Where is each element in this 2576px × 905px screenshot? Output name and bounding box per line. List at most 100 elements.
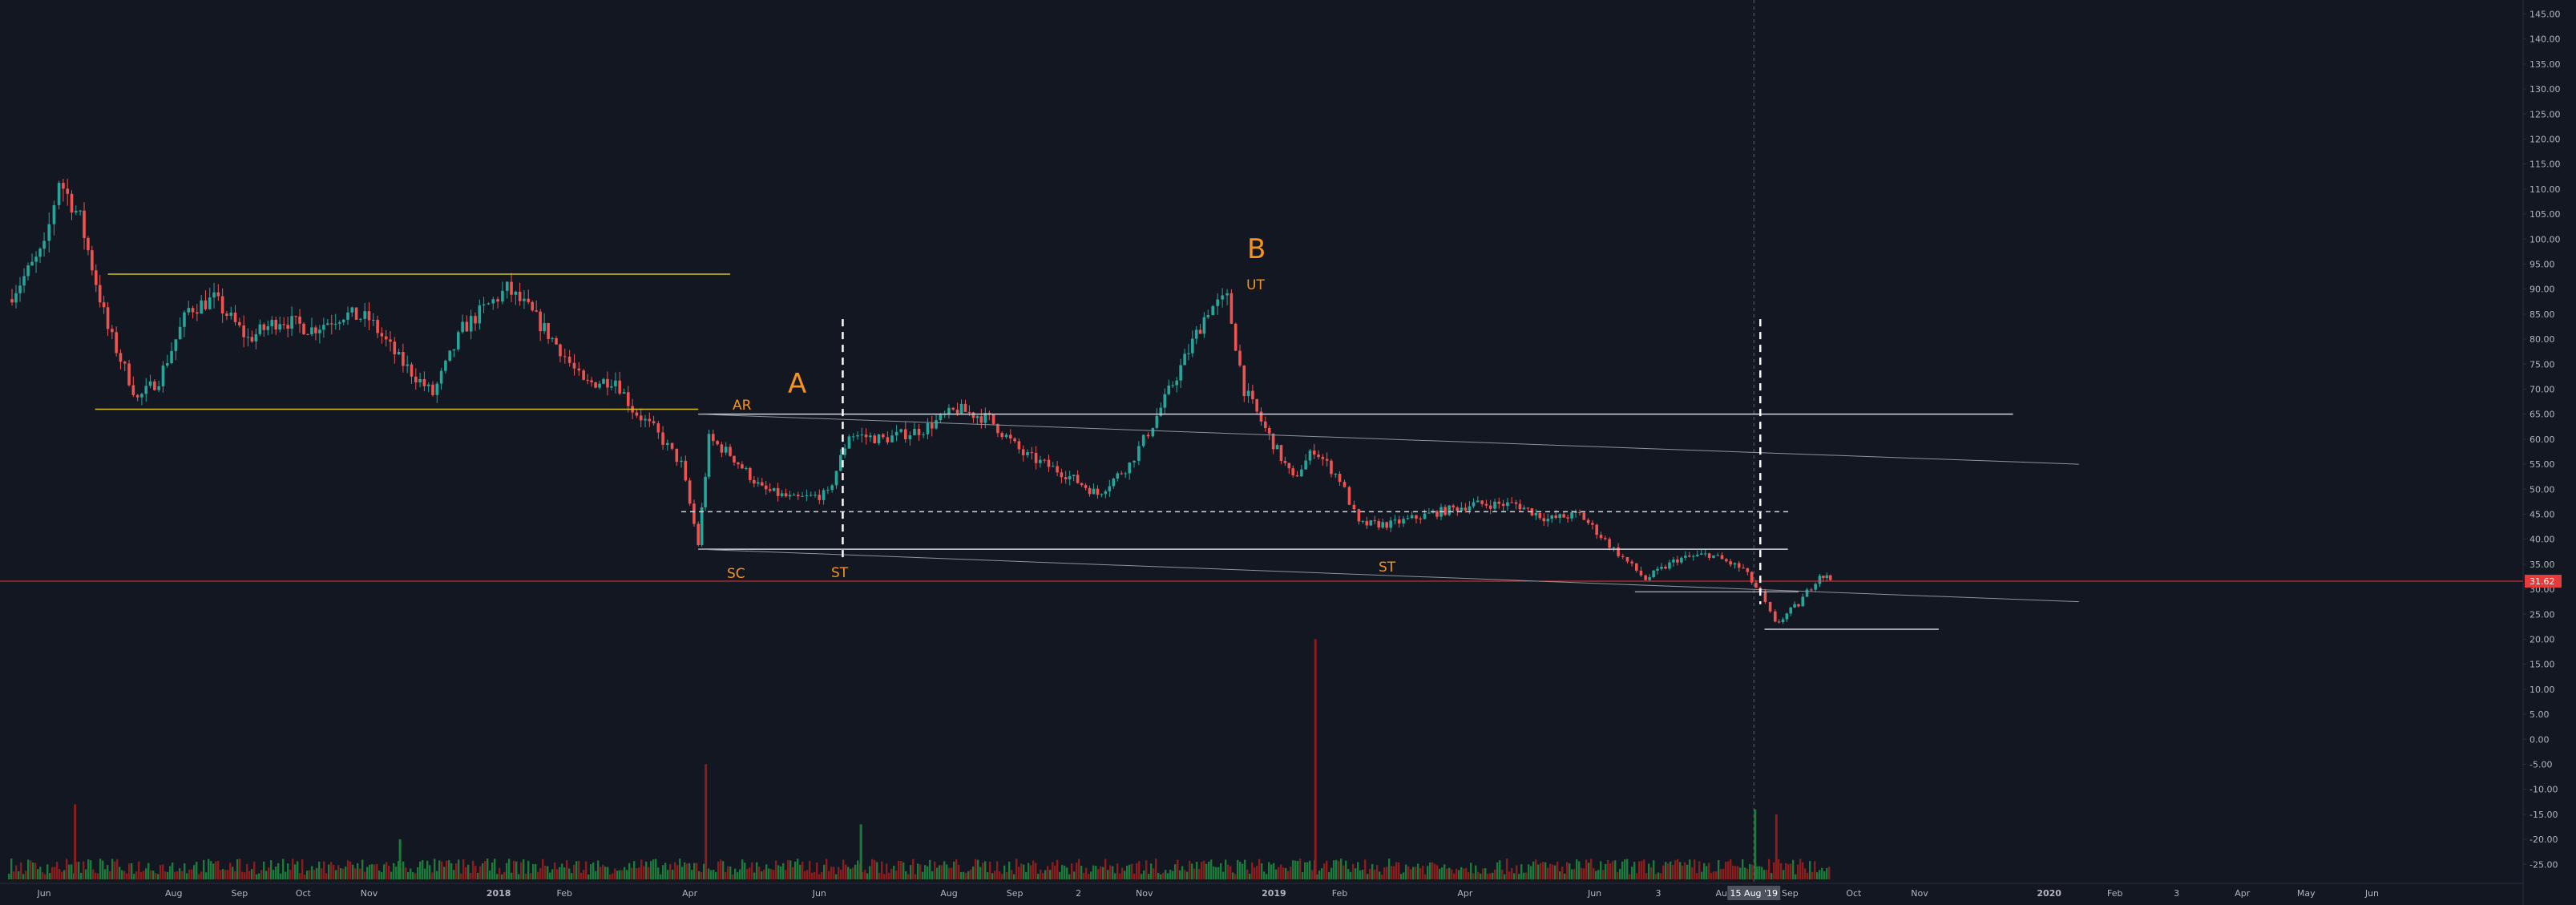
price-axis[interactable]: 145.00 140.00 135.00 130.00 125.00 120.00 115.… xyxy=(2523,9,2561,870)
candle-body xyxy=(834,471,838,486)
volume-bar xyxy=(1198,869,1201,879)
volume-bar xyxy=(556,869,559,879)
volume-bar xyxy=(1494,869,1496,879)
volume-bar xyxy=(792,867,794,879)
candle-body xyxy=(745,467,748,469)
candle-body xyxy=(1034,452,1038,463)
volume-bar xyxy=(999,871,1001,879)
volume-bar xyxy=(8,874,10,879)
volume-bar xyxy=(95,872,97,879)
candle-body xyxy=(1480,500,1484,504)
volume-bar xyxy=(1261,863,1263,879)
volume-bar xyxy=(1323,863,1326,879)
volume-bar xyxy=(780,866,782,879)
volume-bar xyxy=(1443,864,1446,879)
volume-bar xyxy=(258,873,260,879)
volume-bar xyxy=(1386,867,1388,879)
volume-bar xyxy=(607,867,609,879)
volume-bar xyxy=(1554,865,1557,879)
volume-bar xyxy=(44,874,46,879)
volume-bar xyxy=(292,859,294,879)
candle-body xyxy=(1591,523,1594,525)
volume-bar xyxy=(361,859,364,879)
candle-body xyxy=(1321,457,1325,459)
candle-body xyxy=(1501,503,1505,507)
candle-body xyxy=(1456,507,1460,511)
volume-bar xyxy=(590,864,592,879)
volume-bar xyxy=(537,871,539,879)
volume-bar xyxy=(1585,859,1588,879)
candle-body xyxy=(1191,338,1194,354)
volume-bar xyxy=(1104,859,1107,879)
volume-bar xyxy=(402,861,405,879)
volume-bar xyxy=(330,862,333,879)
volume-bar xyxy=(354,868,357,879)
candle-body xyxy=(161,366,165,386)
candle-body xyxy=(1608,539,1611,548)
candle-body xyxy=(563,356,567,358)
candle-body xyxy=(1352,504,1356,510)
candle-body xyxy=(474,316,477,324)
candle-body xyxy=(448,350,451,361)
volume-bar xyxy=(1088,874,1090,879)
candle-body xyxy=(123,362,127,364)
candle-body xyxy=(890,435,894,442)
volume-bar xyxy=(1626,859,1629,879)
volume-bar xyxy=(640,859,643,879)
volume-bar xyxy=(1249,873,1251,879)
volume-bar xyxy=(708,868,710,879)
volume-bar xyxy=(1412,867,1415,879)
price-axis-label: 145.00 xyxy=(2530,9,2561,19)
price-axis-label: 0.00 xyxy=(2530,734,2550,745)
volume-bar xyxy=(549,872,551,879)
volume-bar xyxy=(1763,870,1766,879)
volume-bar xyxy=(1429,862,1431,879)
volume-bar xyxy=(854,864,857,879)
volume-bar xyxy=(1076,863,1078,879)
volume-bar xyxy=(554,863,556,879)
candle-body xyxy=(52,204,56,224)
last-price-badge-bg xyxy=(2525,574,2562,588)
candle-body xyxy=(955,409,959,414)
volume-bar xyxy=(222,869,224,879)
volume-bar xyxy=(1696,873,1698,879)
volume-bar xyxy=(378,871,381,879)
volume-bar xyxy=(547,866,549,879)
volume-bar xyxy=(518,874,520,879)
volume-bar xyxy=(876,862,878,879)
volume-bar xyxy=(1518,874,1520,879)
candle-body xyxy=(1699,553,1703,555)
candle-body xyxy=(140,394,143,398)
candle-body xyxy=(266,326,270,330)
candle-body xyxy=(1229,293,1233,324)
price-axis-label: 130.00 xyxy=(2530,84,2561,95)
volume-bar xyxy=(191,869,193,879)
candle-body xyxy=(1586,519,1590,523)
volume-bar xyxy=(770,869,773,879)
drawing-lines xyxy=(0,0,2523,883)
volume-bar xyxy=(905,871,907,879)
volume-bar xyxy=(1573,869,1576,879)
volume-bar xyxy=(955,859,958,879)
candle-body xyxy=(1789,607,1793,614)
volume-bar xyxy=(1653,860,1655,879)
volume-bar xyxy=(811,872,814,879)
volume-bar xyxy=(1583,868,1585,879)
volume-bar xyxy=(1268,862,1270,879)
candle-body xyxy=(282,324,285,325)
volume-bar xyxy=(301,859,304,879)
candle-body xyxy=(1291,468,1295,475)
time-axis[interactable]: Jun Aug Sep Oct Nov 2018 Feb Apr Jun Aug Sep 2 Nov 20… xyxy=(36,888,2379,899)
candle-body xyxy=(1634,563,1638,571)
label-SC: SC xyxy=(727,566,745,582)
candle-body xyxy=(491,299,495,304)
volume-bar xyxy=(465,867,467,879)
volume-bar xyxy=(927,866,929,879)
volume-bar xyxy=(1811,871,1814,879)
volume-bar xyxy=(234,871,236,879)
volume-bar xyxy=(489,870,491,879)
candle-body xyxy=(1026,452,1029,455)
candle-body xyxy=(204,300,208,309)
volume-bar xyxy=(1052,862,1054,879)
